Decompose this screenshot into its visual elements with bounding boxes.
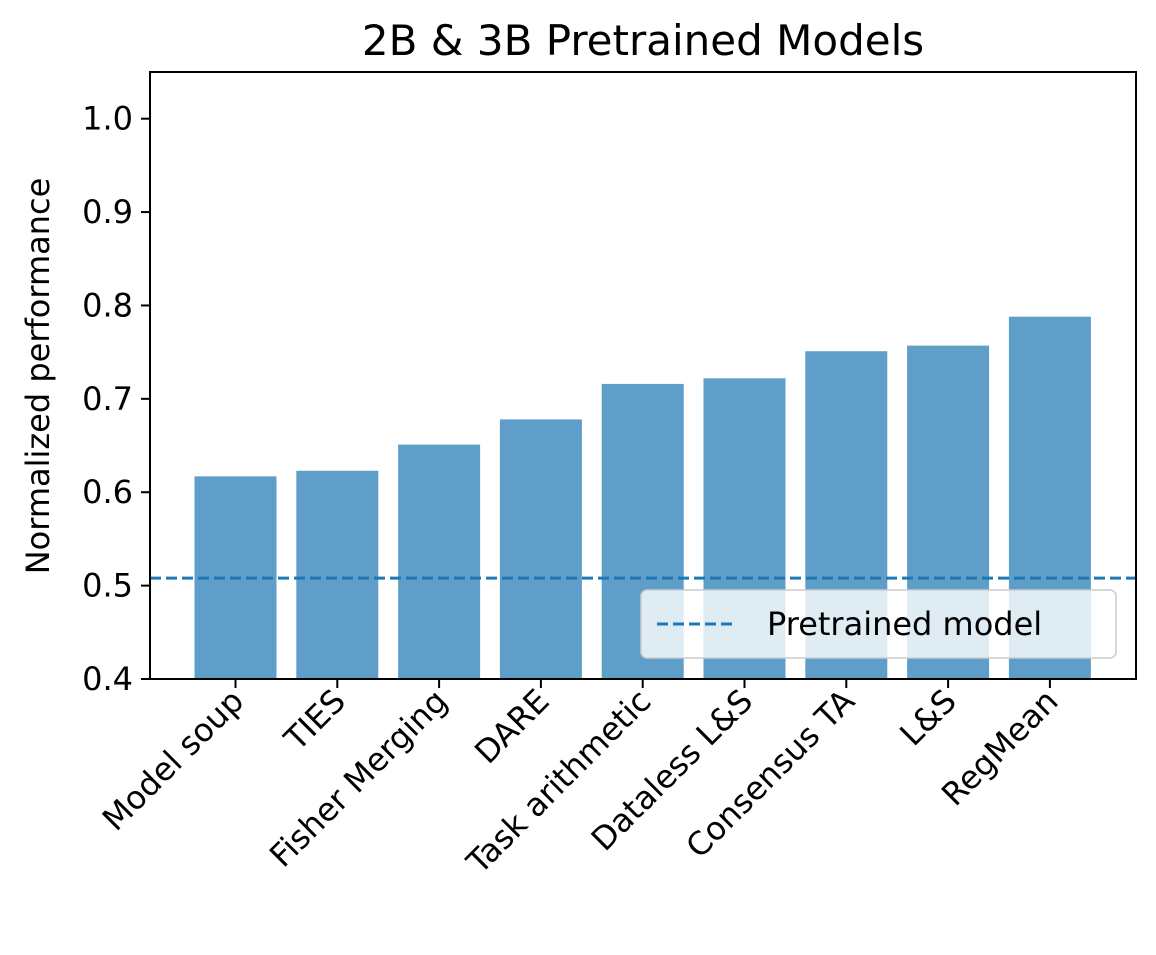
- x-tick-label: Task arithmetic: [459, 682, 659, 882]
- y-tick-label: 1.0: [82, 100, 133, 138]
- x-tick-label: Fisher Merging: [262, 682, 455, 875]
- y-tick-label: 0.9: [82, 193, 133, 231]
- bar-ties: [296, 470, 379, 679]
- y-axis: 0.4 0.5 0.6 0.7 0.8 0.9 1.0: [82, 100, 150, 698]
- x-tick-label: TIES: [276, 682, 353, 759]
- x-tick-label: L&S: [892, 682, 963, 753]
- legend-box: [640, 589, 1117, 659]
- bar-fisher-merging: [398, 444, 481, 679]
- y-tick-label: 0.7: [82, 380, 133, 418]
- y-tick-label: 0.6: [82, 473, 133, 511]
- chart-title: 2B & 3B Pretrained Models: [362, 16, 924, 65]
- legend-label-pretrained-model: Pretrained model: [767, 605, 1042, 643]
- y-tick-label: 0.5: [82, 567, 133, 605]
- y-tick-label: 0.8: [82, 286, 133, 324]
- y-tick-label: 0.4: [82, 660, 133, 698]
- legend: Pretrained model: [640, 589, 1117, 659]
- bar-dare: [499, 419, 582, 679]
- x-tick-label: DARE: [467, 682, 556, 771]
- x-tick-label: Model soup: [95, 682, 251, 838]
- y-axis-label: Normalized performance: [19, 178, 57, 575]
